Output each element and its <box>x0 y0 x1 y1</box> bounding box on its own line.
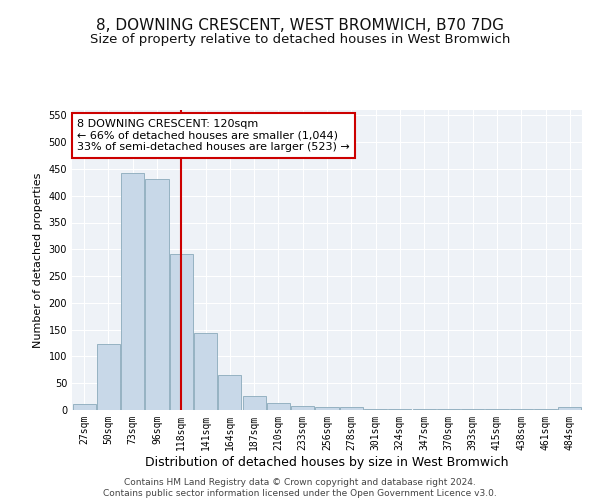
Bar <box>170 254 193 410</box>
Text: 8 DOWNING CRESCENT: 120sqm
← 66% of detached houses are smaller (1,044)
33% of s: 8 DOWNING CRESCENT: 120sqm ← 66% of deta… <box>77 119 350 152</box>
Bar <box>316 408 338 410</box>
Bar <box>242 396 266 410</box>
Bar <box>218 375 241 410</box>
Bar <box>559 408 581 410</box>
Bar <box>145 178 169 410</box>
Bar <box>291 406 314 410</box>
X-axis label: Distribution of detached houses by size in West Bromwich: Distribution of detached houses by size … <box>145 456 509 468</box>
Bar <box>121 172 144 410</box>
Bar <box>73 404 95 410</box>
Bar <box>194 334 217 410</box>
Text: Contains HM Land Registry data © Crown copyright and database right 2024.
Contai: Contains HM Land Registry data © Crown c… <box>103 478 497 498</box>
Bar <box>340 408 363 410</box>
Text: Size of property relative to detached houses in West Bromwich: Size of property relative to detached ho… <box>90 32 510 46</box>
Bar <box>97 344 120 410</box>
Bar <box>267 403 290 410</box>
Y-axis label: Number of detached properties: Number of detached properties <box>33 172 43 348</box>
Bar <box>364 409 387 410</box>
Text: 8, DOWNING CRESCENT, WEST BROMWICH, B70 7DG: 8, DOWNING CRESCENT, WEST BROMWICH, B70 … <box>96 18 504 32</box>
